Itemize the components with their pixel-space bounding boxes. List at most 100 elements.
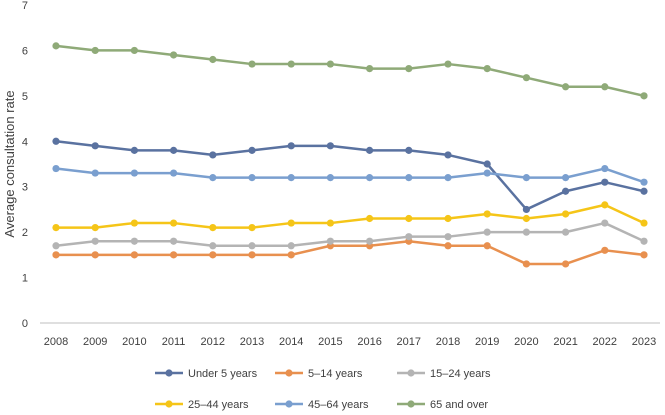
data-point [366,65,374,73]
data-point [601,178,609,186]
data-point [522,228,531,236]
data-point [209,251,217,259]
data-point [444,60,452,68]
y-tick-label: 5 [22,91,28,103]
legend-item: 25–44 years [155,399,249,411]
legend-label: 5–14 years [308,368,363,380]
data-point [444,214,452,223]
x-tick-label: 2009 [83,336,107,348]
y-tick-label: 7 [22,0,28,12]
x-tick-label: 2011 [162,336,186,348]
data-point [601,83,609,91]
data-point [326,142,334,150]
series-0 [52,137,648,214]
series-1 [52,237,648,268]
data-point [91,224,99,232]
data-point [483,242,491,250]
data-point [248,242,256,250]
data-point [562,174,570,182]
series-2 [52,219,648,250]
series-line [55,140,645,211]
legend-swatch-marker [165,369,173,377]
series-line [55,44,645,98]
series-3 [52,201,648,232]
data-point [601,201,609,209]
series-line [56,239,645,266]
data-point [405,174,413,182]
data-point [444,174,452,182]
data-point [91,237,99,245]
data-point [130,46,138,55]
x-tick-label: 2020 [514,336,538,348]
data-point [601,219,609,227]
data-point [366,174,374,182]
data-point [366,237,374,245]
data-point [209,151,217,159]
data-point [209,55,217,64]
legend-swatch-marker [407,369,415,377]
data-point [130,251,138,259]
data-point [562,260,570,268]
data-point [52,224,60,232]
x-tick-label: 2023 [632,336,656,348]
legend-label: Under 5 years [188,368,258,380]
data-point [287,251,295,259]
data-point [366,214,374,223]
legend-label: 25–44 years [188,399,249,411]
data-point [405,65,413,73]
x-tick-label: 2013 [240,336,264,348]
data-point [522,205,531,214]
legend-swatch-marker [407,400,415,408]
y-tick-label: 3 [22,182,28,194]
data-point [405,233,413,241]
data-point [522,174,531,182]
x-tick-label: 2022 [593,336,617,348]
data-point [522,214,531,223]
x-tick-label: 2010 [122,336,146,348]
data-point [326,60,334,68]
data-point [130,146,138,154]
series-group [52,42,648,268]
data-point [562,187,570,195]
data-point [522,260,531,268]
series-line [55,167,645,184]
legend-item: 5–14 years [275,368,363,380]
x-tick-label: 2018 [436,336,460,348]
data-point [52,42,60,50]
data-point [52,137,60,145]
data-point [444,242,452,250]
x-tick-label: 2008 [44,336,68,348]
data-point [130,219,138,227]
data-point [640,237,648,245]
x-tick-label: 2015 [318,336,342,348]
data-point [326,219,334,227]
y-tick-label: 0 [22,318,28,330]
data-point [130,169,138,177]
series-line [55,221,645,248]
legend-swatch-marker [285,369,293,377]
data-point [248,60,256,68]
legend-label: 65 and over [430,399,488,411]
data-point [483,160,491,168]
data-point [209,242,217,250]
data-point [52,251,60,259]
data-point [640,251,648,259]
data-point [248,224,256,232]
data-point [640,92,648,100]
y-tick-label: 2 [22,227,28,239]
data-point [405,214,413,223]
data-point [326,237,334,245]
legend-item: Under 5 years [155,368,258,380]
x-tick-label: 2012 [201,336,225,348]
data-point [91,46,99,55]
data-point [170,146,178,154]
data-point [640,219,648,227]
data-point [52,164,60,173]
data-point [130,237,138,245]
legend-label: 45–64 years [308,399,369,411]
data-point [444,151,452,159]
legend-swatch-marker [165,400,173,408]
series-5 [52,42,648,100]
data-point [640,187,648,195]
